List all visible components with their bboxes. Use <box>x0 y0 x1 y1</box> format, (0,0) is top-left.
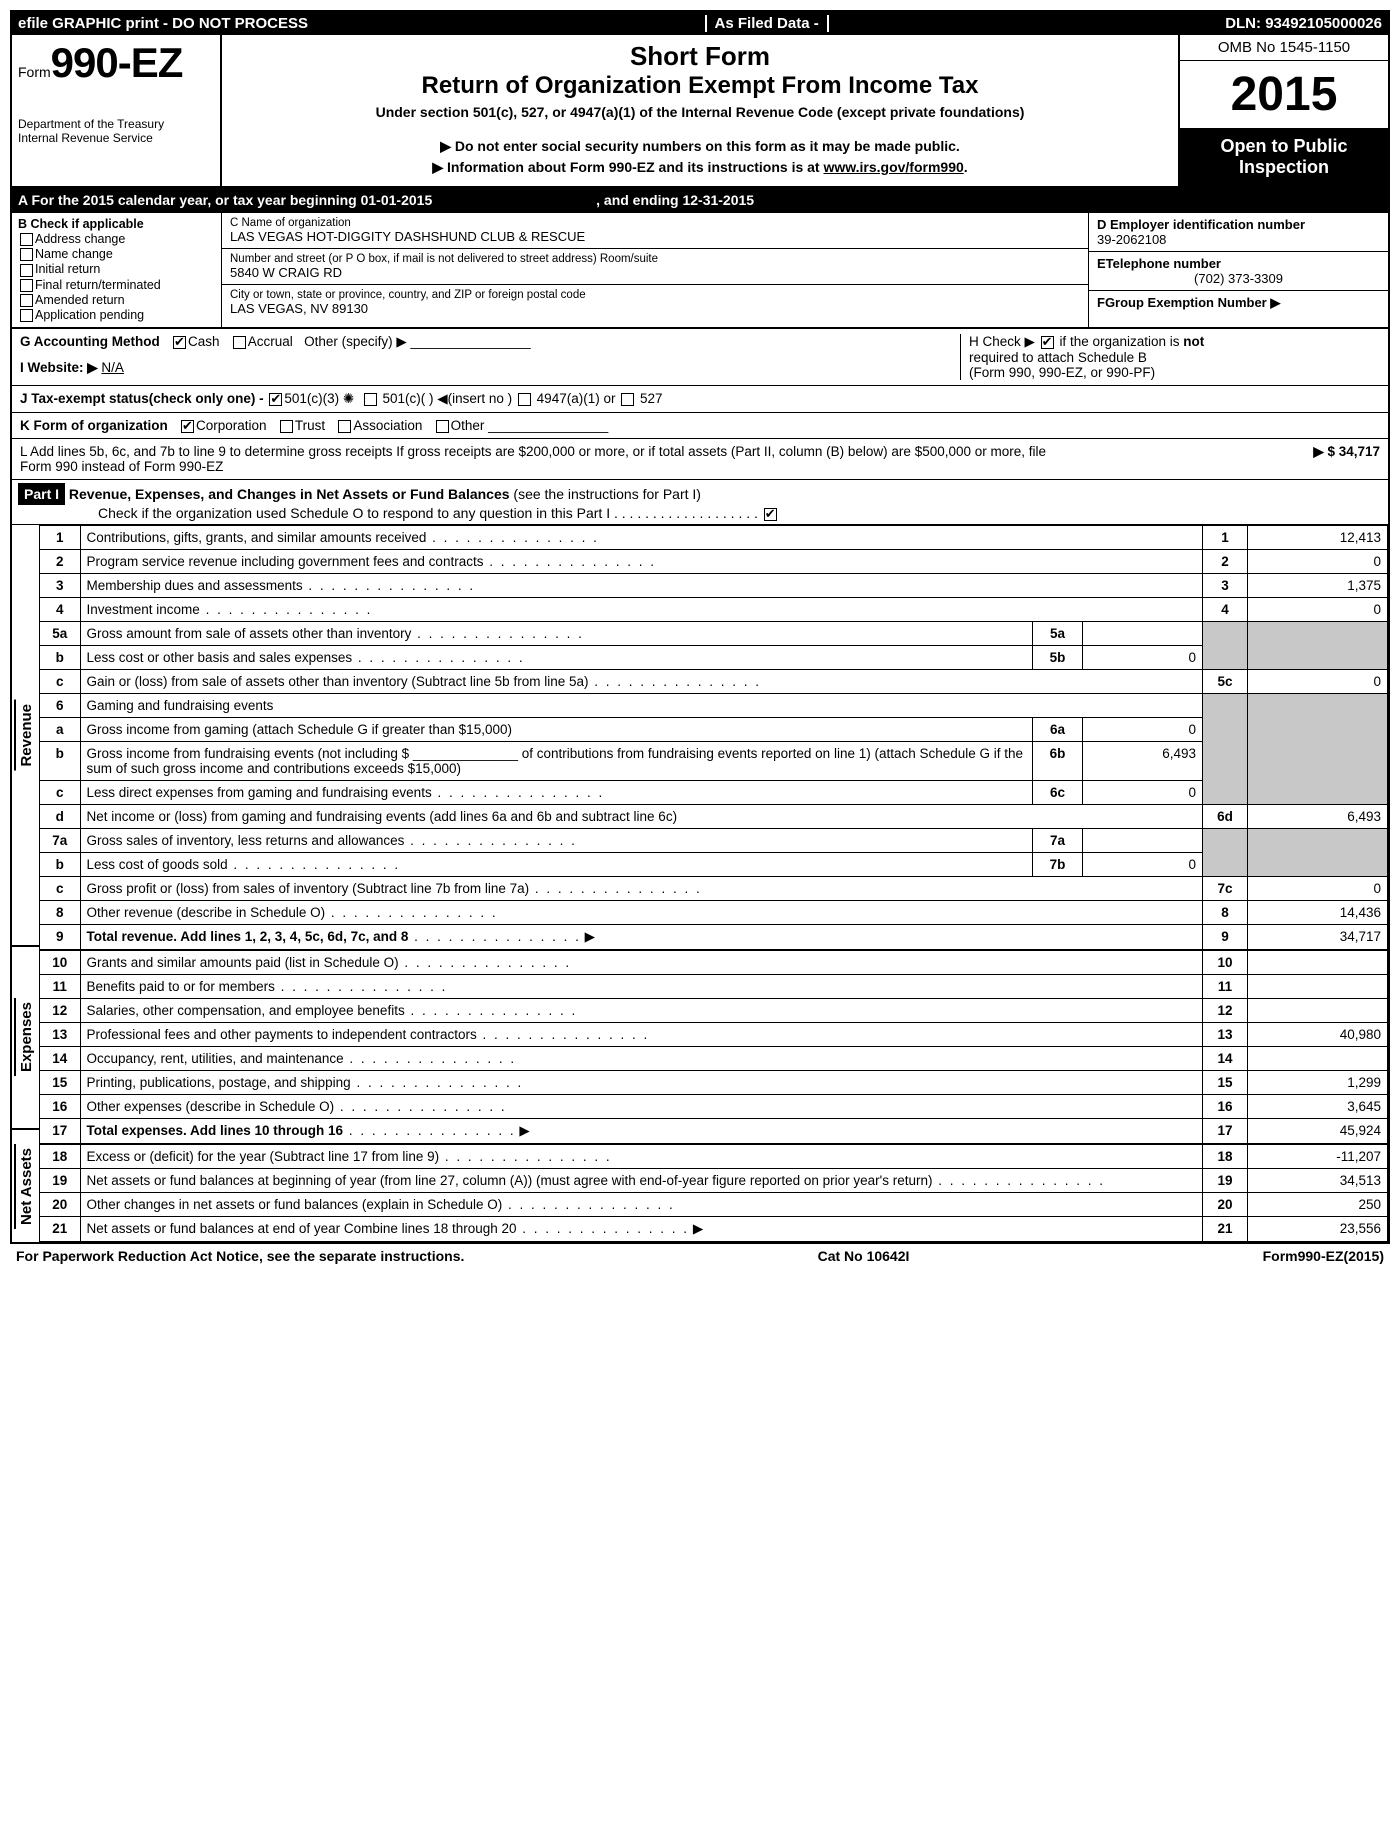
i-website: I Website: ▶ N/A <box>20 360 960 376</box>
col-b: B Check if applicable Address change Nam… <box>12 213 222 327</box>
header-bar: efile GRAPHIC print - DO NOT PROCESS As … <box>12 12 1388 35</box>
line-14: 14Occupancy, rent, utilities, and mainte… <box>40 1047 1388 1071</box>
lines-grid: Revenue Expenses Net Assets 1Contributio… <box>12 525 1388 1242</box>
footer-right: Form990-EZ(2015) <box>1263 1248 1384 1264</box>
footer: For Paperwork Reduction Act Notice, see … <box>10 1244 1390 1268</box>
line-18: 18Excess or (deficit) for the year (Subt… <box>40 1144 1388 1169</box>
vlabel-revenue: Revenue <box>14 700 37 771</box>
dln: DLN: 93492105000026 <box>1225 15 1382 32</box>
c-name: C Name of organization LAS VEGAS HOT-DIG… <box>222 213 1088 249</box>
line-5c: cGain or (loss) from sale of assets othe… <box>40 670 1388 694</box>
title-right: OMB No 1545-1150 2015 Open to Public Ins… <box>1178 35 1388 186</box>
k-form-org: K Form of organization Corporation Trust… <box>12 413 1388 439</box>
line-2: 2Program service revenue including gover… <box>40 550 1388 574</box>
line-21: 21Net assets or fund balances at end of … <box>40 1217 1388 1242</box>
vlabel-expenses: Expenses <box>14 998 37 1076</box>
line-16: 16Other expenses (describe in Schedule O… <box>40 1095 1388 1119</box>
irs-link[interactable]: www.irs.gov/form990 <box>823 159 963 175</box>
line-4: 4Investment income40 <box>40 598 1388 622</box>
line-1: 1Contributions, gifts, grants, and simil… <box>40 526 1388 550</box>
title-left: Form990-EZ Department of the Treasury In… <box>12 35 222 186</box>
line-6c: cLess direct expenses from gaming and fu… <box>40 781 1388 805</box>
g-accounting: G Accounting Method Cash Accrual Other (… <box>20 334 960 380</box>
line-19: 19Net assets or fund balances at beginni… <box>40 1169 1388 1193</box>
title-short-form: Short Form <box>232 41 1168 72</box>
lines-table: 1Contributions, gifts, grants, and simil… <box>40 525 1388 1242</box>
h-check: H Check ▶ if the organization is not req… <box>960 334 1380 380</box>
part1-header: Part I Revenue, Expenses, and Changes in… <box>12 480 1388 525</box>
c-street: Number and street (or P O box, if mail i… <box>222 249 1088 285</box>
ck-amended: Amended return <box>18 293 215 307</box>
ck-pending: Application pending <box>18 308 215 322</box>
line-11: 11Benefits paid to or for members11 <box>40 975 1388 999</box>
line-17: 17Total expenses. Add lines 10 through 1… <box>40 1119 1388 1145</box>
line-10: 10Grants and similar amounts paid (list … <box>40 950 1388 975</box>
line-5b: bLess cost or other basis and sales expe… <box>40 646 1388 670</box>
e-phone: ETelephone number (702) 373-3309 <box>1089 252 1388 291</box>
form-number: Form990-EZ <box>18 39 214 87</box>
ck-address: Address change <box>18 232 215 246</box>
line-15: 15Printing, publications, postage, and s… <box>40 1071 1388 1095</box>
b-label: B Check if applicable <box>18 217 144 231</box>
title-row: Form990-EZ Department of the Treasury In… <box>12 35 1388 188</box>
line-13: 13Professional fees and other payments t… <box>40 1023 1388 1047</box>
footer-left: For Paperwork Reduction Act Notice, see … <box>16 1248 464 1264</box>
j-tax-exempt: J Tax-exempt status(check only one) - 50… <box>12 386 1388 413</box>
line-12: 12Salaries, other compensation, and empl… <box>40 999 1388 1023</box>
line-3: 3Membership dues and assessments31,375 <box>40 574 1388 598</box>
row-a: A For the 2015 calendar year, or tax yea… <box>12 188 1388 213</box>
title-mid: Short Form Return of Organization Exempt… <box>222 35 1178 186</box>
c-city: City or town, state or province, country… <box>222 285 1088 320</box>
instruction-1: ▶ Do not enter social security numbers o… <box>232 138 1168 155</box>
row-gh: G Accounting Method Cash Accrual Other (… <box>12 329 1388 386</box>
ck-initial: Initial return <box>18 262 215 276</box>
col-def: D Employer identification number 39-2062… <box>1088 213 1388 327</box>
omb-number: OMB No 1545-1150 <box>1180 35 1388 61</box>
as-filed-label: As Filed Data - <box>705 15 829 32</box>
line-6d: dNet income or (loss) from gaming and fu… <box>40 805 1388 829</box>
line-8: 8Other revenue (describe in Schedule O)8… <box>40 901 1388 925</box>
tax-year: 2015 <box>1180 61 1388 128</box>
line-9: 9Total revenue. Add lines 1, 2, 3, 4, 5c… <box>40 925 1388 951</box>
open-to-public: Open to Public Inspection <box>1180 128 1388 186</box>
instruction-2: ▶ Information about Form 990-EZ and its … <box>232 159 1168 176</box>
d-ein: D Employer identification number 39-2062… <box>1089 213 1388 252</box>
f-group: FGroup Exemption Number ▶ <box>1089 291 1388 315</box>
ck-name: Name change <box>18 247 215 261</box>
line-20: 20Other changes in net assets or fund ba… <box>40 1193 1388 1217</box>
section-labels: Revenue Expenses Net Assets <box>12 525 40 1242</box>
efile-label: efile GRAPHIC print - DO NOT PROCESS <box>18 15 308 32</box>
l-gross-receipts: L Add lines 5b, 6c, and 7b to line 9 to … <box>12 439 1388 480</box>
line-7b: bLess cost of goods sold7b0 <box>40 853 1388 877</box>
subtitle: Under section 501(c), 527, or 4947(a)(1)… <box>232 104 1168 120</box>
line-6b: bGross income from fundraising events (n… <box>40 742 1388 781</box>
line-7a: 7aGross sales of inventory, less returns… <box>40 829 1388 853</box>
line-5a: 5aGross amount from sale of assets other… <box>40 622 1388 646</box>
department: Department of the Treasury Internal Reve… <box>18 117 214 145</box>
form-990ez: efile GRAPHIC print - DO NOT PROCESS As … <box>10 10 1390 1244</box>
footer-mid: Cat No 10642I <box>818 1248 910 1264</box>
vlabel-netassets: Net Assets <box>14 1144 37 1229</box>
section-bcdef: B Check if applicable Address change Nam… <box>12 213 1388 329</box>
col-c: C Name of organization LAS VEGAS HOT-DIG… <box>222 213 1088 327</box>
line-6: 6Gaming and fundraising events <box>40 694 1388 718</box>
ck-final: Final return/terminated <box>18 278 215 292</box>
line-6a: aGross income from gaming (attach Schedu… <box>40 718 1388 742</box>
line-7c: cGross profit or (loss) from sales of in… <box>40 877 1388 901</box>
title-main: Return of Organization Exempt From Incom… <box>232 72 1168 100</box>
